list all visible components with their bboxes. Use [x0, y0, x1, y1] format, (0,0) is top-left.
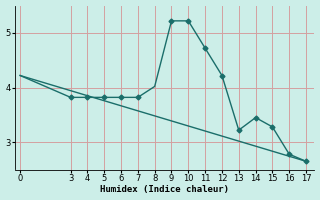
X-axis label: Humidex (Indice chaleur): Humidex (Indice chaleur) — [100, 185, 229, 194]
